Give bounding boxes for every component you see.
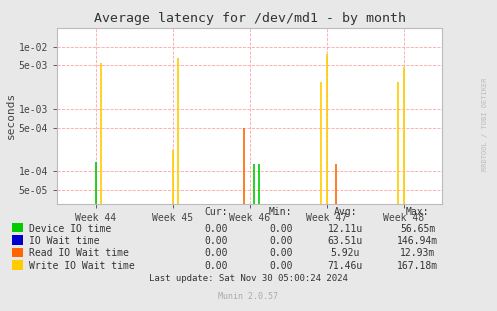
Text: Cur:: Cur: [204, 207, 228, 216]
Text: Write IO Wait time: Write IO Wait time [29, 261, 135, 271]
Text: Device IO time: Device IO time [29, 224, 111, 234]
Text: 5.92u: 5.92u [331, 248, 360, 258]
Text: 12.11u: 12.11u [328, 224, 363, 234]
Title: Average latency for /dev/md1 - by month: Average latency for /dev/md1 - by month [94, 12, 406, 26]
Text: Max:: Max: [406, 207, 429, 216]
Text: 0.00: 0.00 [269, 248, 293, 258]
Text: Last update: Sat Nov 30 05:00:24 2024: Last update: Sat Nov 30 05:00:24 2024 [149, 274, 348, 283]
Text: IO Wait time: IO Wait time [29, 236, 99, 246]
Text: 71.46u: 71.46u [328, 261, 363, 271]
Text: Read IO Wait time: Read IO Wait time [29, 248, 129, 258]
Text: Min:: Min: [269, 207, 293, 216]
Text: RRDTOOL / TOBI OETIKER: RRDTOOL / TOBI OETIKER [482, 78, 488, 171]
Text: 63.51u: 63.51u [328, 236, 363, 246]
Y-axis label: seconds: seconds [6, 92, 16, 139]
Text: 0.00: 0.00 [204, 236, 228, 246]
Text: 0.00: 0.00 [204, 224, 228, 234]
Text: 0.00: 0.00 [269, 261, 293, 271]
Text: Avg:: Avg: [333, 207, 357, 216]
Text: 167.18m: 167.18m [397, 261, 438, 271]
Text: 0.00: 0.00 [204, 248, 228, 258]
Text: 0.00: 0.00 [204, 261, 228, 271]
Text: 146.94m: 146.94m [397, 236, 438, 246]
Text: Munin 2.0.57: Munin 2.0.57 [219, 292, 278, 301]
Text: 0.00: 0.00 [269, 236, 293, 246]
Text: 56.65m: 56.65m [400, 224, 435, 234]
Text: 12.93m: 12.93m [400, 248, 435, 258]
Text: 0.00: 0.00 [269, 224, 293, 234]
